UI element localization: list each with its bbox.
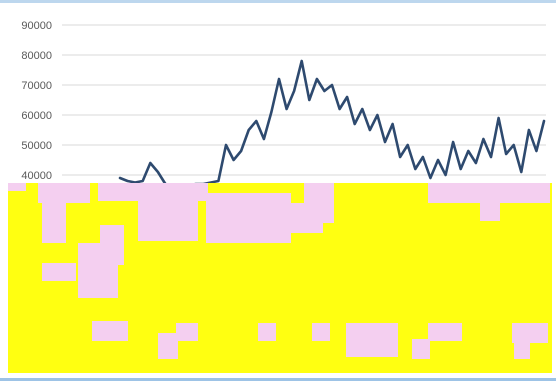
occlusion-patch bbox=[42, 263, 76, 281]
occlusion-patch bbox=[480, 199, 500, 221]
series-line bbox=[118, 59, 546, 189]
occlusion-patch bbox=[346, 323, 398, 357]
occlusion-patch bbox=[42, 203, 66, 243]
occlusion-patch bbox=[258, 323, 276, 341]
occlusion-patch bbox=[176, 323, 198, 341]
occlusion-patch bbox=[512, 323, 548, 343]
occlusion-patch bbox=[8, 183, 26, 191]
y-tick-label: 90000 bbox=[21, 20, 52, 32]
y-tick-label: 60000 bbox=[21, 110, 52, 122]
occlusion-patch bbox=[304, 183, 334, 223]
y-tick-label: 80000 bbox=[21, 50, 52, 62]
occlusion-patch bbox=[158, 333, 178, 359]
occlusion-patch bbox=[312, 323, 330, 341]
y-axis-ticks: 90000 80000 70000 60000 50000 40000 bbox=[21, 20, 52, 182]
occlusion-patch bbox=[138, 201, 198, 241]
occlusion-patch bbox=[38, 183, 90, 203]
y-tick-label: 70000 bbox=[21, 80, 52, 92]
occlusion-patch bbox=[98, 183, 208, 201]
occlusion-patch bbox=[412, 339, 430, 359]
occlusion-patch bbox=[428, 183, 550, 203]
gridlines bbox=[62, 24, 546, 176]
occlusion-patch bbox=[92, 321, 128, 341]
occlusion-patch bbox=[428, 323, 462, 341]
y-tick-label: 50000 bbox=[21, 140, 52, 152]
occlusion-patch bbox=[100, 225, 124, 265]
occlusion-patch bbox=[514, 341, 530, 359]
y-tick-label: 40000 bbox=[21, 170, 52, 182]
yellow-occlusion-block bbox=[8, 183, 552, 373]
